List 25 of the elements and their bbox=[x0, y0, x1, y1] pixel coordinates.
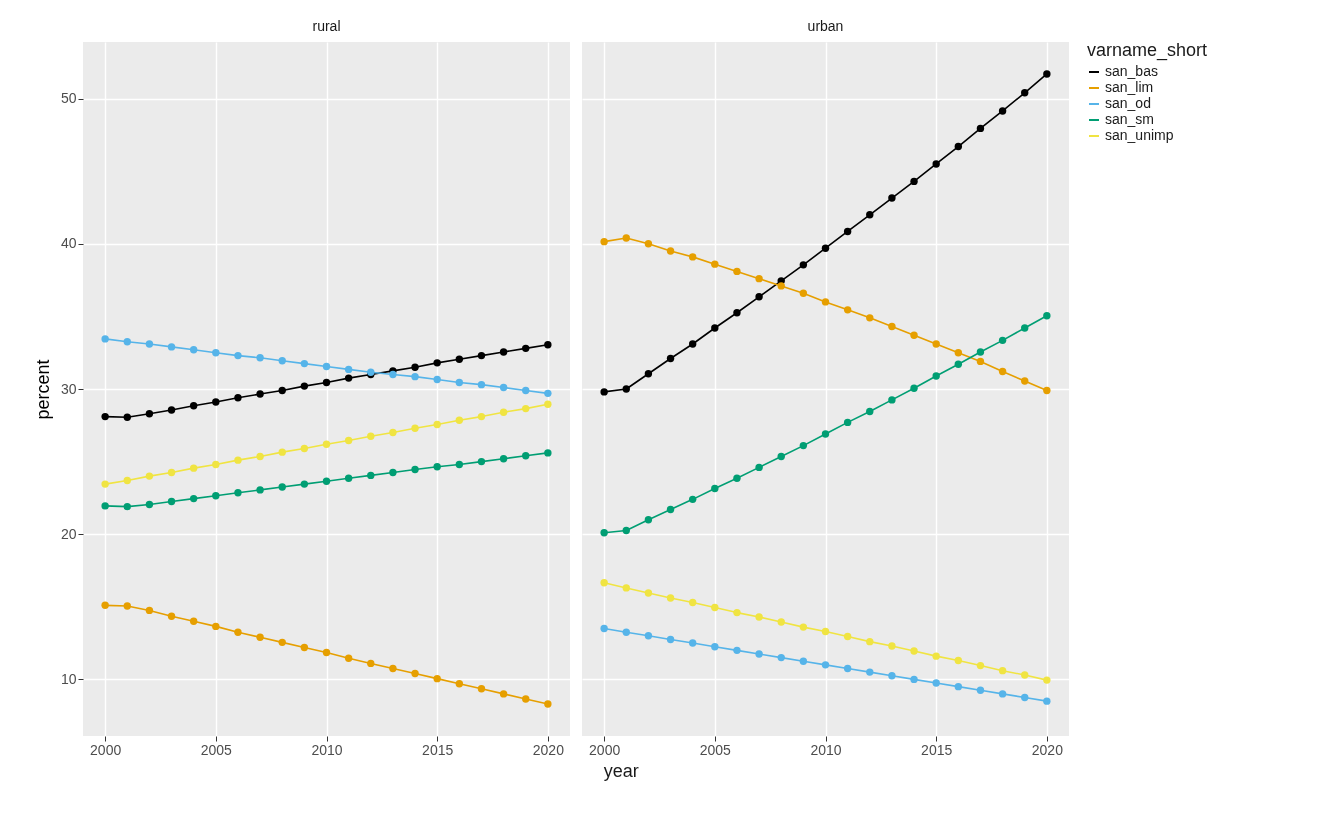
legend-label: san_bas bbox=[1105, 63, 1158, 79]
y-tick-label: 20 bbox=[60, 525, 77, 542]
legend-title: varname_short bbox=[1087, 40, 1208, 61]
x-tick-label: 2020 bbox=[532, 741, 565, 758]
legend-label: san_unimp bbox=[1105, 127, 1174, 143]
x-tick-label: 2010 bbox=[311, 741, 343, 758]
x-tick-label: 2005 bbox=[699, 741, 732, 758]
legend-label: san_lim bbox=[1105, 79, 1154, 95]
x-tick-label: 2005 bbox=[200, 741, 233, 758]
x-axis-title: year bbox=[603, 761, 639, 781]
y-axis-title: percent bbox=[32, 359, 53, 420]
x-tick-label: 2020 bbox=[1031, 741, 1064, 758]
x-tick-label: 2015 bbox=[422, 741, 454, 758]
y-tick-label: 30 bbox=[60, 380, 77, 397]
y-tick-label: 10 bbox=[60, 670, 77, 687]
x-tick-label: 2010 bbox=[810, 741, 842, 758]
x-tick-label: 2000 bbox=[589, 741, 621, 758]
legend-label: san_sm bbox=[1105, 111, 1155, 127]
chart-title: rural bbox=[312, 18, 341, 34]
x-tick-label: 2000 bbox=[90, 741, 122, 758]
legend-label: san_od bbox=[1105, 95, 1151, 111]
x-tick-label: 2015 bbox=[921, 741, 953, 758]
chart-title: urban bbox=[807, 18, 844, 34]
y-tick-label: 50 bbox=[60, 90, 77, 107]
y-tick-label: 40 bbox=[60, 235, 77, 252]
